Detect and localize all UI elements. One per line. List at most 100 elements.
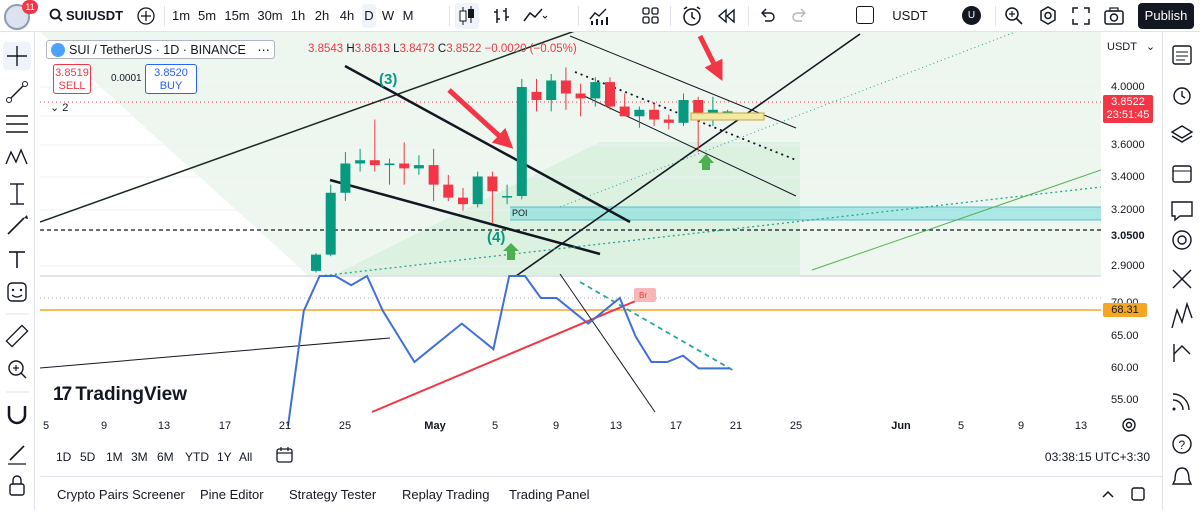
rsi-long-diagonal xyxy=(559,273,656,413)
undo-icon[interactable] xyxy=(757,5,779,27)
right-widget-icons: ? xyxy=(1170,45,1194,485)
trend-line-icon[interactable] xyxy=(6,81,28,103)
publish-button[interactable]: Publish xyxy=(1138,3,1194,29)
fullscreen-square-icon[interactable] xyxy=(856,6,874,24)
range-button-3m[interactable]: 3M xyxy=(131,450,148,464)
timeframe-1h[interactable]: 1h xyxy=(290,8,306,23)
price-axis[interactable]: USDT ⌄ 4.0000 3.6000 3.4000 3.2000 3.0500 2.9… xyxy=(1101,32,1162,440)
symbol-search-button[interactable]: SUIUSDT xyxy=(66,8,124,23)
camera-snapshot-icon[interactable] xyxy=(1103,5,1125,27)
replay-rewind-icon[interactable] xyxy=(716,6,738,28)
settings-gear-icon[interactable] xyxy=(1037,5,1059,27)
fib-retracement-icon[interactable] xyxy=(6,115,28,133)
range-button-5d[interactable]: 5D xyxy=(80,450,96,464)
range-button-1m[interactable]: 1M xyxy=(106,450,123,464)
drawing-toolbar-icons xyxy=(3,42,31,496)
target-icon[interactable] xyxy=(1172,230,1192,250)
drawings-pencil-icon[interactable] xyxy=(8,445,26,465)
line-chart-type-icon[interactable] xyxy=(522,5,548,27)
sticker-icon[interactable] xyxy=(7,282,27,302)
chat-ideas-icon[interactable] xyxy=(1171,201,1193,222)
bar-countdown: 23:51:45 xyxy=(1106,109,1150,121)
alert-clock-icon[interactable] xyxy=(680,4,702,26)
calendar-goto-icon[interactable] xyxy=(275,445,297,467)
range-button-ytd[interactable]: YTD xyxy=(185,450,209,464)
strategy-icon[interactable] xyxy=(1171,301,1193,329)
panel-tab-crypto-pairs-screener[interactable]: Crypto Pairs Screener xyxy=(57,487,185,502)
indicators-icon[interactable] xyxy=(588,5,610,27)
time-axis-label: 9 xyxy=(1017,420,1025,432)
crosshair-icon[interactable] xyxy=(3,42,31,70)
utc-clock[interactable]: 03:38:15 UTC+3:30 xyxy=(1044,450,1150,464)
candles-chart-type-icon[interactable] xyxy=(455,3,479,29)
help-question-icon[interactable]: ? xyxy=(1172,434,1192,454)
channel-mid-line xyxy=(574,71,797,161)
layouts-grid-icon[interactable] xyxy=(640,5,662,27)
price-axis-label: 2.9000 xyxy=(1111,260,1145,272)
time-axis-label: 5 xyxy=(491,420,499,432)
broadcast-icon[interactable] xyxy=(1172,393,1190,411)
object-tree-layers-icon[interactable] xyxy=(1170,125,1194,143)
axis-settings-gear-icon[interactable] xyxy=(1120,416,1138,434)
range-button-all[interactable]: All xyxy=(239,450,253,464)
timeframe-30m[interactable]: 30m xyxy=(257,8,283,23)
zoom-in-icon[interactable] xyxy=(8,360,27,379)
candle-body xyxy=(678,100,689,123)
sell-button[interactable]: 3.8519 SELL xyxy=(53,64,91,94)
text-tool-icon[interactable] xyxy=(9,251,25,268)
watchlist-icon[interactable] xyxy=(1172,45,1192,65)
timeframe-4h[interactable]: 4h xyxy=(339,8,355,23)
axis-currency-selector[interactable]: USDT ⌄ xyxy=(1107,40,1155,53)
brush-icon[interactable] xyxy=(7,215,28,235)
measure-icon[interactable] xyxy=(10,183,24,205)
range-button-1d[interactable]: 1D xyxy=(56,450,72,464)
timeframe-2h[interactable]: 2h xyxy=(314,8,330,23)
axis-currency: USDT xyxy=(1107,41,1137,53)
time-axis-label: May xyxy=(424,420,446,432)
range-button-1y[interactable]: 1Y xyxy=(217,450,232,464)
pattern-icon[interactable] xyxy=(5,148,28,165)
timeframe-1m[interactable]: 1m xyxy=(171,8,191,23)
symbol-legend-title[interactable]: SUI / TetherUS · 1D · BINANCE ⋯ xyxy=(46,40,275,59)
time-axis-label: 17 xyxy=(669,420,683,432)
search-icon[interactable] xyxy=(49,8,63,22)
notifications-icon[interactable] xyxy=(1171,467,1193,485)
candle-body xyxy=(399,163,410,169)
alerts-clock-icon[interactable] xyxy=(1173,87,1191,105)
time-axis-label: 13 xyxy=(1074,420,1088,432)
legend-dots-icon[interactable]: ⋯ xyxy=(257,43,270,57)
quick-search-icon[interactable] xyxy=(1003,5,1025,27)
user-avatar[interactable]: U xyxy=(962,6,981,25)
timeframe-5m[interactable]: 5m xyxy=(197,8,217,23)
panel-tab-strategy-tester[interactable]: Strategy Tester xyxy=(289,487,377,502)
panel-tab-pine-editor[interactable]: Pine Editor xyxy=(200,487,264,502)
timeframe-W[interactable]: W xyxy=(381,8,395,23)
buy-button[interactable]: 3.8520 BUY xyxy=(145,64,197,94)
price-chart[interactable]: POI (3) (4) Br xyxy=(40,32,1101,440)
time-axis-label: 13 xyxy=(157,420,171,432)
maximize-panel-icon[interactable] xyxy=(1130,486,1146,502)
collapse-panel-chevron-icon[interactable] xyxy=(1100,486,1116,502)
add-symbol-icon[interactable] xyxy=(136,6,156,26)
panel-tab-replay-trading[interactable]: Replay Trading xyxy=(402,487,490,502)
timeframe-D[interactable]: D xyxy=(362,4,376,28)
magnet-icon[interactable] xyxy=(7,406,27,425)
tv-logo-icon: 17 xyxy=(53,384,72,405)
right-widget-bar: ? xyxy=(1162,32,1200,510)
panel-tab-trading-panel[interactable]: Trading Panel xyxy=(509,487,590,502)
fullscreen-icon[interactable] xyxy=(1070,5,1092,27)
time-axis-label: 5 xyxy=(957,420,965,432)
calendar-icon[interactable] xyxy=(1172,165,1192,183)
timeframe-M[interactable]: M xyxy=(402,8,414,23)
ruler-icon[interactable] xyxy=(5,324,29,348)
bar-chart-type-icon[interactable] xyxy=(491,5,513,27)
timeframe-15m[interactable]: 15m xyxy=(224,8,250,23)
redo-icon[interactable] xyxy=(790,5,812,27)
currency-selector[interactable]: USDT xyxy=(892,8,928,23)
pine-script-icon[interactable] xyxy=(1172,269,1192,289)
collapse-indicators-toggle[interactable]: ⌄ 2 xyxy=(50,101,68,114)
hotlist-icon[interactable] xyxy=(1173,344,1191,362)
range-button-6m[interactable]: 6M xyxy=(157,450,174,464)
time-axis[interactable]: 5 9 13 17 21 25 May 5 9 13 17 21 25 Jun 5 9 13 xyxy=(40,416,1136,436)
lock-icon[interactable] xyxy=(9,475,25,496)
